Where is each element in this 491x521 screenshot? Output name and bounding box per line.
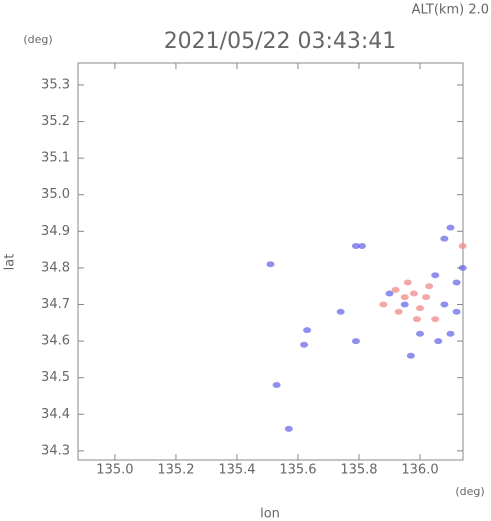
y-tick-label: 34.9 [41, 224, 70, 239]
radar-echo [415, 330, 424, 337]
chart-title: 2021/05/22 03:43:41 [164, 29, 397, 54]
radar-echo [452, 279, 461, 286]
y-tick-label: 34.4 [41, 407, 70, 422]
x-unit: (deg) [455, 485, 484, 498]
y-tick-label: 35.1 [41, 151, 70, 166]
y-axis-label: lat [3, 254, 18, 271]
y-tick-label: 34.6 [41, 334, 70, 349]
x-tick-label: 135.0 [96, 463, 133, 478]
y-tick-label: 34.8 [41, 260, 70, 275]
radar-echo [379, 301, 388, 308]
radar-echo [336, 308, 345, 315]
radar-echo [400, 301, 409, 308]
radar-echo [300, 341, 309, 348]
x-tick-label: 136.0 [401, 463, 438, 478]
radar-echo [266, 261, 275, 268]
radar-echo [303, 327, 312, 334]
radar-echo [425, 283, 434, 290]
chart-subtitle: ALT(km) 2.0 [412, 3, 489, 18]
radar-echo [284, 425, 293, 432]
x-tick-label: 135.8 [340, 463, 377, 478]
x-tick-label: 135.6 [279, 463, 316, 478]
radar-echo [431, 272, 440, 279]
radar-echo [394, 308, 403, 315]
y-unit: (deg) [23, 33, 52, 46]
radar-echo [458, 242, 467, 249]
radar-echo [403, 279, 412, 286]
radar-echo [440, 301, 449, 308]
radar-echo [358, 242, 367, 249]
radar-echo [458, 264, 467, 271]
radar-echo [446, 330, 455, 337]
radar-echo [351, 338, 360, 345]
radar-echo [385, 290, 394, 297]
radar-echo [391, 286, 400, 293]
radar-echo [272, 381, 281, 388]
y-tick-label: 34.3 [41, 443, 70, 458]
y-tick-label: 35.2 [41, 114, 70, 129]
y-tick-label: 34.7 [41, 297, 70, 312]
y-tick-label: 35.3 [41, 77, 70, 92]
radar-echo [409, 290, 418, 297]
radar-echo [351, 242, 360, 249]
x-tick-label: 135.4 [218, 463, 255, 478]
radar-echo [422, 294, 431, 301]
radar-echo [452, 308, 461, 315]
radar-echo [400, 294, 409, 301]
x-axis-label: lon [260, 507, 280, 521]
radar-echo [434, 338, 443, 345]
plot-frame [77, 62, 464, 461]
radar-echo [412, 316, 421, 323]
radar-echo [415, 305, 424, 312]
y-tick-label: 34.5 [41, 370, 70, 385]
radar-echo [440, 235, 449, 242]
radar-echo [431, 316, 440, 323]
y-tick-label: 35.0 [41, 187, 70, 202]
radar-echo [446, 224, 455, 231]
x-tick-label: 135.2 [157, 463, 194, 478]
radar-echo [406, 352, 415, 359]
